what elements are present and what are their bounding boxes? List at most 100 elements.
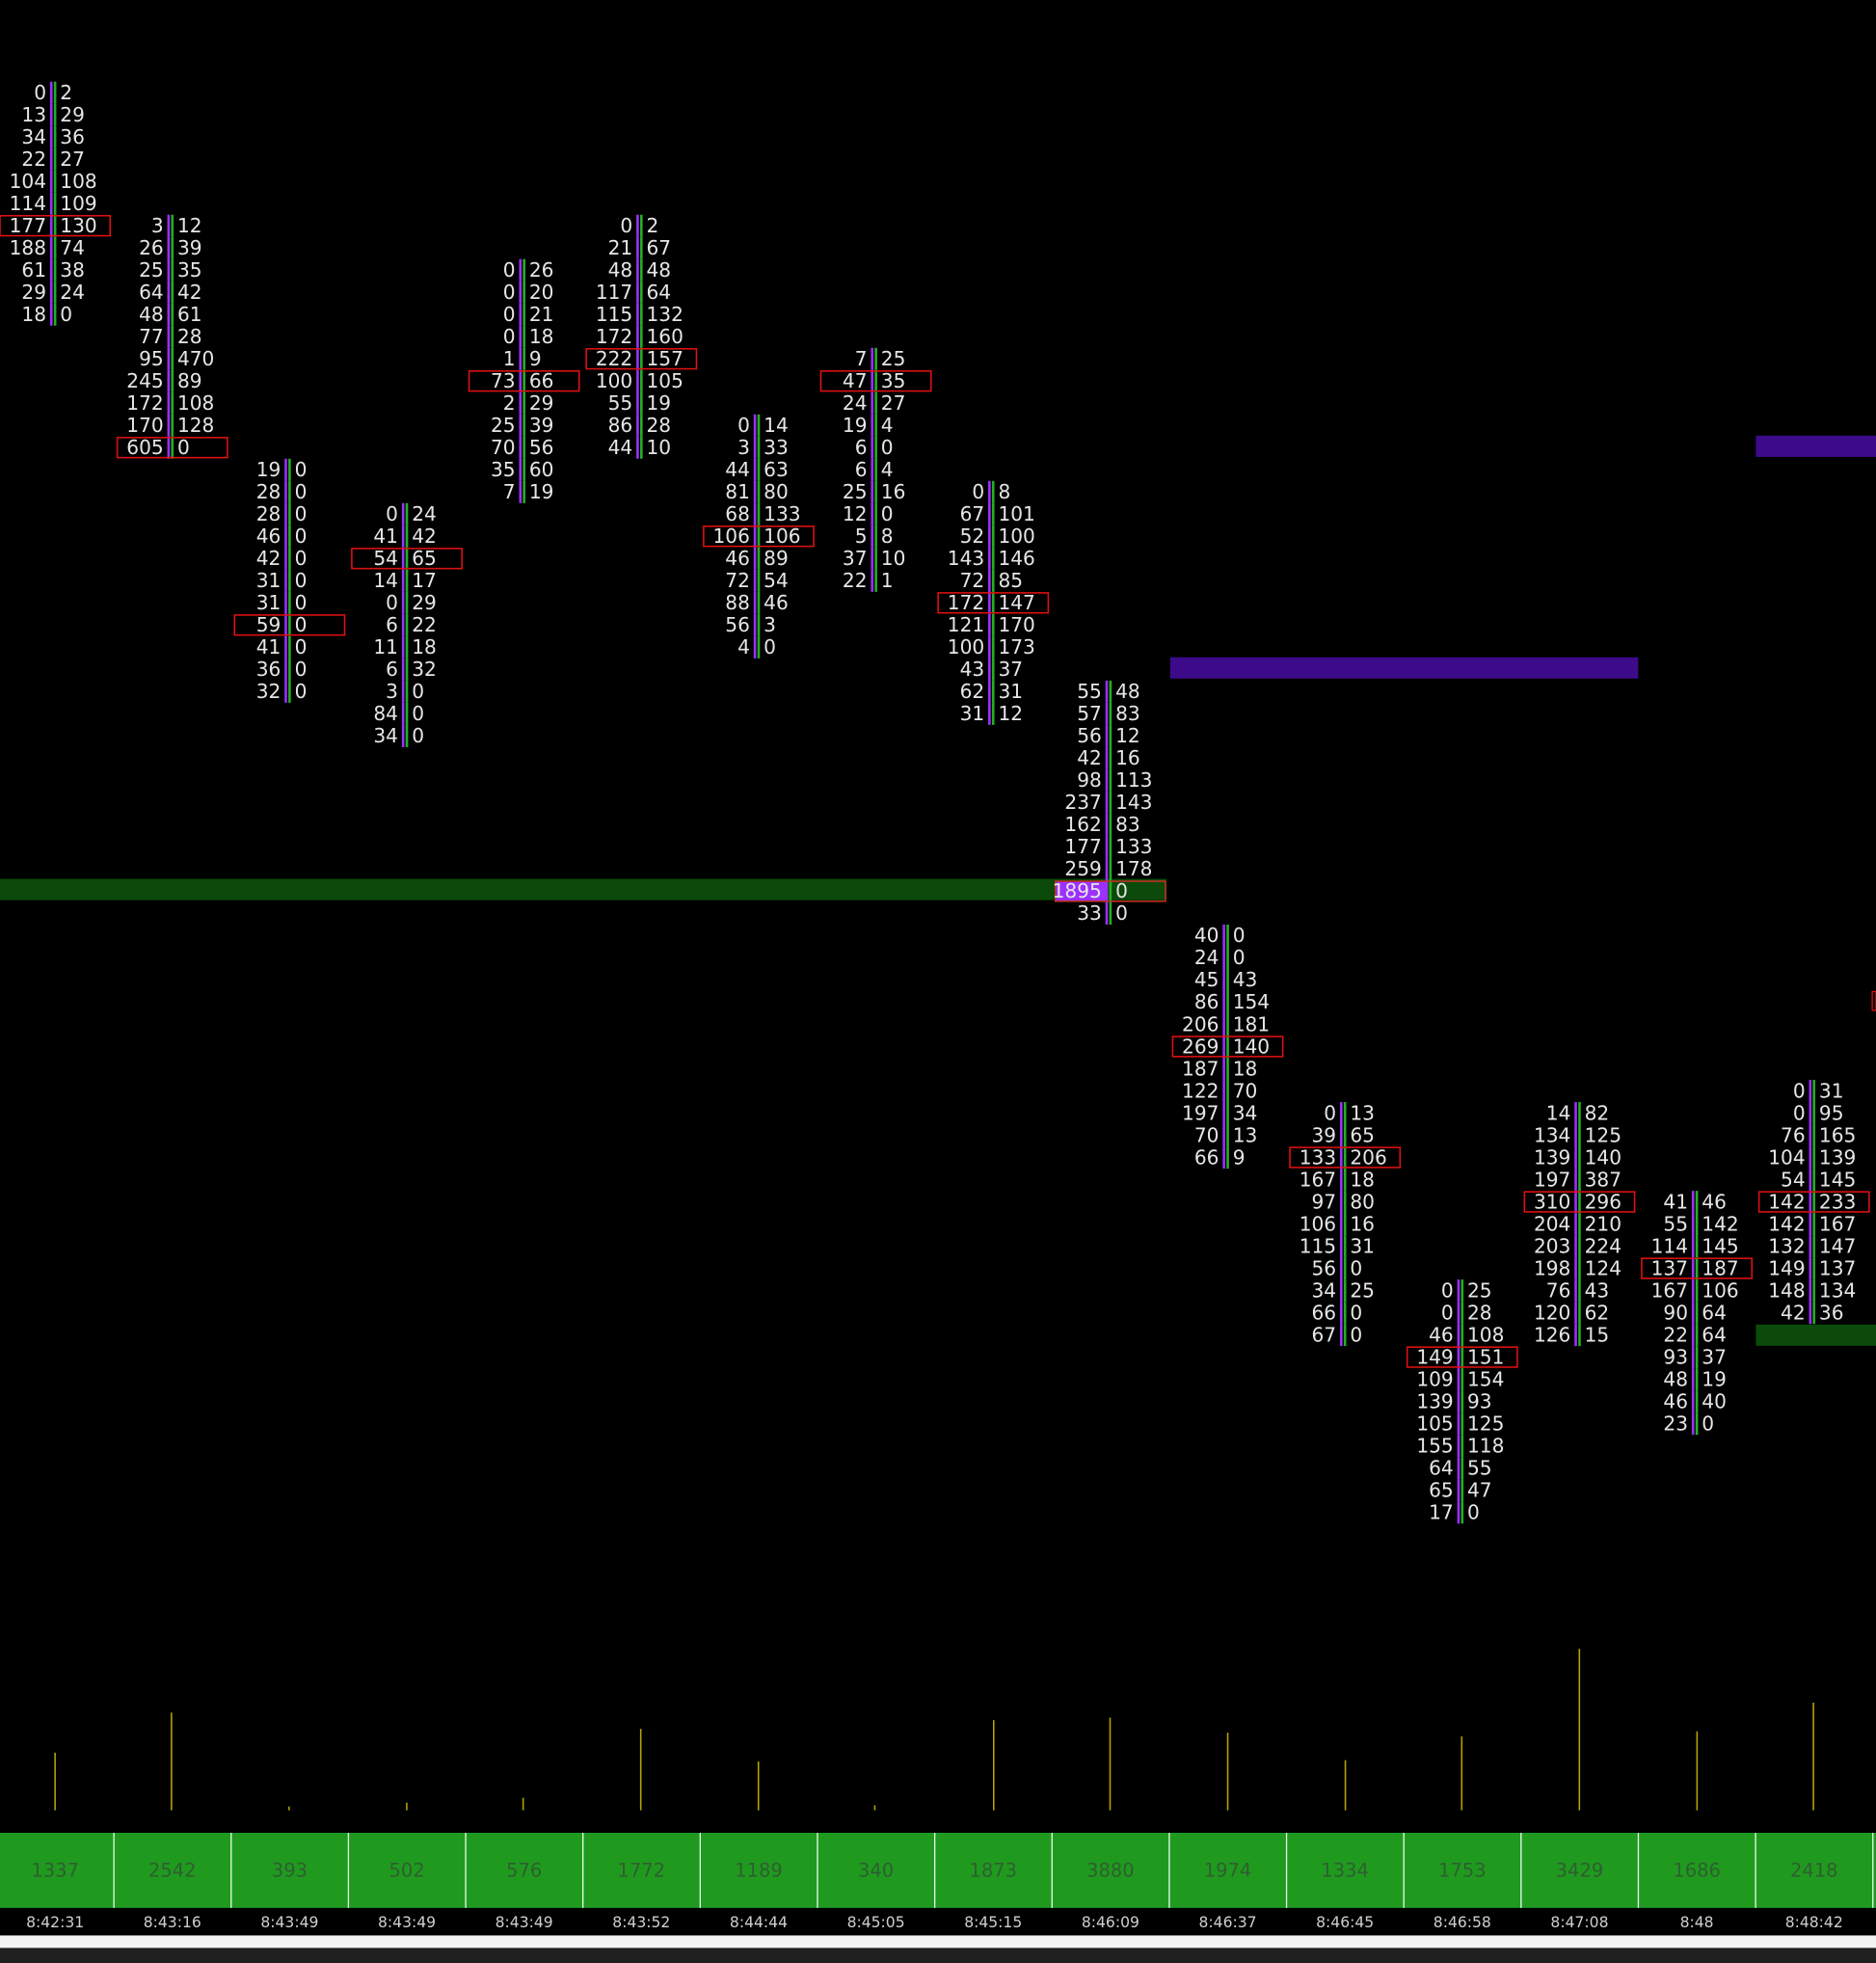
ask: 28 bbox=[177, 325, 202, 348]
bid: 206 bbox=[1182, 1012, 1219, 1035]
total: 3429 bbox=[1556, 1860, 1604, 1882]
ask-bar bbox=[1109, 680, 1112, 703]
bid: 25 bbox=[139, 258, 164, 282]
ask-bar bbox=[1226, 969, 1229, 991]
ask: 43 bbox=[1233, 968, 1258, 991]
bid: 203 bbox=[1534, 1234, 1570, 1257]
ask: 70 bbox=[1233, 1079, 1258, 1102]
ask: 224 bbox=[1585, 1234, 1621, 1257]
bid: 48 bbox=[608, 258, 633, 282]
bid-bar bbox=[401, 702, 405, 725]
bid-bar bbox=[1691, 1279, 1695, 1303]
ask-bar bbox=[991, 613, 995, 636]
ask-bar bbox=[1109, 901, 1112, 925]
bid-bar bbox=[1809, 1235, 1812, 1258]
ask-bar bbox=[1578, 1235, 1581, 1258]
ask: 74 bbox=[60, 236, 85, 259]
bid-bar bbox=[1105, 746, 1109, 769]
poc-box bbox=[1054, 880, 1166, 902]
ask: 25 bbox=[1350, 1278, 1375, 1302]
poc-box bbox=[703, 525, 815, 548]
bid: 39 bbox=[1311, 1123, 1336, 1146]
bid: 32 bbox=[256, 680, 281, 703]
total: 576 bbox=[506, 1860, 542, 1882]
bid-bar bbox=[1691, 1302, 1695, 1325]
ask: 17 bbox=[412, 569, 437, 592]
bid-bar bbox=[284, 591, 287, 614]
bid: 33 bbox=[1077, 901, 1102, 925]
ask: 140 bbox=[1585, 1145, 1621, 1169]
bid: 100 bbox=[596, 369, 632, 392]
ask-bar bbox=[874, 414, 877, 437]
ask-bar bbox=[1812, 1213, 1816, 1236]
ask: 0 bbox=[295, 547, 308, 570]
ask: 25 bbox=[881, 347, 906, 370]
ask: 181 bbox=[1233, 1012, 1270, 1035]
ask-bar bbox=[405, 524, 409, 548]
bid-bar bbox=[1691, 1213, 1695, 1236]
bid: 42 bbox=[256, 547, 281, 570]
ask-bar bbox=[53, 214, 57, 237]
ask-bar bbox=[1461, 1435, 1464, 1458]
ask-bar bbox=[523, 281, 525, 304]
bid: 41 bbox=[373, 524, 398, 548]
bid: 106 bbox=[1300, 1212, 1336, 1235]
ask: 133 bbox=[1115, 835, 1152, 858]
bid-bar bbox=[988, 591, 991, 614]
ask-bar bbox=[991, 547, 995, 570]
bid-bar bbox=[1105, 835, 1109, 858]
bid: 177 bbox=[10, 214, 46, 237]
ask: 0 bbox=[295, 613, 308, 636]
ask-bar bbox=[53, 170, 57, 193]
ask: 167 bbox=[1819, 1212, 1856, 1235]
bid: 121 bbox=[948, 613, 984, 636]
bid: 31 bbox=[960, 702, 985, 725]
ask: 65 bbox=[1350, 1123, 1375, 1146]
ask: 113 bbox=[1115, 768, 1152, 792]
bid-bar bbox=[49, 192, 53, 215]
ask: 137 bbox=[1819, 1256, 1856, 1279]
ask-bar bbox=[523, 347, 525, 370]
bid-bar bbox=[401, 524, 405, 548]
ask: 157 bbox=[647, 347, 683, 370]
bid-bar bbox=[167, 369, 171, 392]
bid-bar bbox=[1339, 1324, 1343, 1347]
time: 8:45:05 bbox=[847, 1914, 905, 1931]
ask: 9 bbox=[1233, 1145, 1246, 1169]
bid-bar bbox=[753, 502, 757, 525]
bid: 29 bbox=[21, 281, 46, 304]
ask-bar bbox=[405, 502, 409, 525]
bid-bar bbox=[49, 148, 53, 171]
bid-bar bbox=[1339, 1279, 1343, 1303]
ask: 0 bbox=[295, 635, 308, 659]
ask-bar bbox=[171, 414, 174, 437]
ask-bar bbox=[1812, 1102, 1816, 1125]
bid-bar bbox=[636, 258, 639, 282]
bid: 19 bbox=[256, 458, 281, 481]
bid-bar bbox=[49, 303, 53, 326]
ask-bar bbox=[523, 369, 525, 392]
bid-bar bbox=[49, 214, 53, 237]
ask-bar bbox=[640, 347, 643, 370]
ask-bar bbox=[1812, 1169, 1816, 1192]
ask-bar bbox=[1461, 1346, 1464, 1369]
bid-bar bbox=[988, 658, 991, 681]
ask: 145 bbox=[1819, 1168, 1856, 1191]
ask: 46 bbox=[764, 591, 789, 614]
bid: 34 bbox=[1311, 1278, 1336, 1302]
ask: 109 bbox=[60, 192, 96, 215]
ask: 29 bbox=[412, 591, 437, 614]
bid-bar bbox=[1809, 1146, 1812, 1170]
bid-bar bbox=[1457, 1501, 1461, 1524]
ask: 13 bbox=[1350, 1101, 1375, 1124]
bid: 1895 bbox=[1053, 879, 1102, 902]
ask-bar bbox=[1226, 1058, 1229, 1081]
bid: 6 bbox=[386, 658, 398, 681]
ask-bar bbox=[991, 569, 995, 592]
poc-box bbox=[1523, 1191, 1636, 1213]
bid-bar bbox=[988, 635, 991, 659]
bid: 70 bbox=[491, 436, 516, 459]
bid-bar bbox=[636, 414, 639, 437]
bid: 22 bbox=[1663, 1323, 1688, 1346]
bid-bar bbox=[753, 569, 757, 592]
